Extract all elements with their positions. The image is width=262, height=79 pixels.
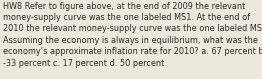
Text: HW8 Refer to figure above, at the end of 2009 the relevant
money-supply curve wa: HW8 Refer to figure above, at the end of… [3, 2, 262, 68]
